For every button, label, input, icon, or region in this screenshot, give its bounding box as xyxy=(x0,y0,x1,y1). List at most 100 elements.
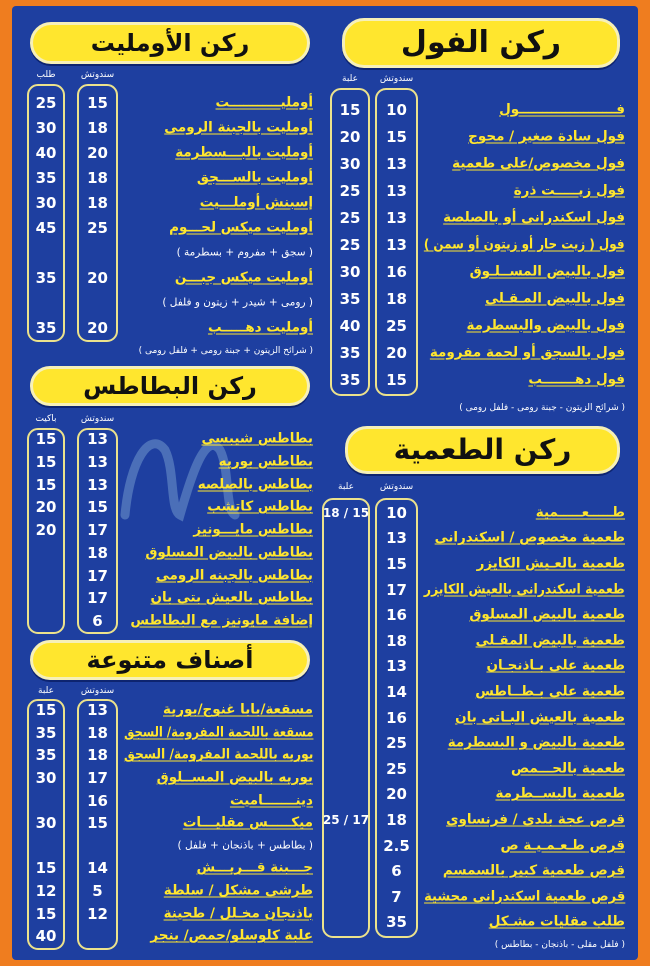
omelet-menu-item[interactable]: إسبنش أوملـــيت 30 18 xyxy=(25,190,313,215)
potatoes-menu-item[interactable]: بطاطس بالبيض المسلوق 18 xyxy=(25,542,313,565)
potatoes-box-price-column xyxy=(27,428,65,634)
omelet-menu-item[interactable]: أومليت بالبـــسطرمة 40 20 xyxy=(25,140,313,165)
item-name: فول ( زيت حار أو زيتون أو سمن ) xyxy=(424,236,625,252)
item-sandwich-price: 15 xyxy=(386,554,407,573)
misc-menu-item[interactable]: علبة كلوسلو/حمص/ بنجر 40 xyxy=(25,925,313,948)
item-sandwich-price: 13 xyxy=(386,657,407,676)
misc-menu-item[interactable]: باذنجان مخـلل / طحينة 15 12 xyxy=(25,902,313,925)
ful-menu-item[interactable]: فول ( زيت حار أو زيتون أو سمن ) 25 13 xyxy=(330,231,625,258)
potatoes-menu-item[interactable]: بطاطس مايـــونيز 20 17 xyxy=(25,519,313,542)
misc-menu-item[interactable]: بوريه بالبيض المســلوق 30 17 xyxy=(25,767,313,790)
omelet-menu-item[interactable]: ( سجق + مفروم + بسطرمة ) xyxy=(25,240,313,265)
potatoes-menu-item[interactable]: بطاطس شيبسى 15 13 xyxy=(25,428,313,451)
item-name: أومليت ميكس لحـــوم xyxy=(169,219,313,235)
item-sandwich-price: 18 xyxy=(87,168,108,187)
taameya-menu-item[interactable]: طعمية بالبســطرمة 20 xyxy=(330,782,625,808)
ful-menu-item[interactable]: فول اسكندرانى أو بالصلصة 25 13 xyxy=(330,204,625,231)
misc-menu-item[interactable]: ميكـــــس مقليـــات 30 15 xyxy=(25,812,313,835)
taameya-menu-item[interactable]: طلب مقليات مشـكل 35 xyxy=(330,910,625,936)
ful-menu-item[interactable]: فول بالبيض المســلـوق 30 16 xyxy=(330,258,625,285)
taameya-menu-item[interactable]: طـــــعـــــمية 18 / 15 10 xyxy=(323,500,625,526)
item-sandwich-price: 15 xyxy=(386,370,407,389)
item-sandwich-price: 18 xyxy=(87,193,108,212)
taameya-menu-item[interactable]: قرص عجة بلدى / فرنساوى 25 / 17 18 xyxy=(323,807,625,833)
misc-menu-item[interactable]: بوريه باللحمة المفرومة/ السجق 35 18 xyxy=(25,744,313,767)
taameya-menu-item[interactable]: قرص طعمية اسكندرانى محشية 7 xyxy=(330,884,625,910)
item-name: طـــــعـــــمية xyxy=(535,504,625,521)
ful-menu-item[interactable]: فول سادة صغير / محوج 20 15 xyxy=(330,123,625,150)
item-box-price: 12 xyxy=(35,882,57,901)
misc-menu-item[interactable]: مسقعة باللحمة المفرومة/ السجق 35 18 xyxy=(25,722,313,745)
misc-menu-item[interactable]: جـــبنة قـــريـــش 15 14 xyxy=(25,857,313,880)
item-sandwich-price: 7 xyxy=(391,887,402,906)
misc-menu-item[interactable]: ( بطاطس + باذنجان + فلفل ) xyxy=(25,835,313,858)
ful-menu-item[interactable]: فول مخصوص/على طعمية 30 13 xyxy=(330,150,625,177)
item-sandwich-price: 20 xyxy=(87,143,108,162)
taameya-menu-item[interactable]: طعمية على بـطــاطس 14 xyxy=(330,679,625,705)
item-sandwich-price: 10 xyxy=(386,503,407,522)
item-sandwich-price: 17 xyxy=(87,521,108,540)
taameya-menu-item[interactable]: طعمية بالعـيش الكايزر 15 xyxy=(330,551,625,577)
misc-section-title: أصناف متنوعة xyxy=(30,640,310,680)
item-name: علبة كلوسلو/حمص/ بنجر xyxy=(150,927,313,944)
item-sandwich-price: 25 xyxy=(386,734,407,753)
item-name: فـــــــــــــــــــــول xyxy=(499,101,625,117)
item-sandwich-price: 17 xyxy=(386,580,407,599)
misc-menu-item[interactable]: دينـــــــاميت 16 xyxy=(25,789,313,812)
taameya-sandwich-price-column xyxy=(375,498,418,938)
potatoes-menu-item[interactable]: إضافة مايونيز مع البطاطس 6 xyxy=(25,610,313,633)
potatoes-menu-item[interactable]: بطاطس بوريه 15 13 xyxy=(25,451,313,474)
omelet-menu-item[interactable]: أومليت ميكس لحـــوم 45 25 xyxy=(25,215,313,240)
item-name: فول زيـــــت ذرة xyxy=(513,182,625,198)
misc-menu-item[interactable]: مسقعة/بابا غنوج/بورية 15 13 xyxy=(25,699,313,722)
potatoes-menu-item[interactable]: بطاطس كاتشب 20 15 xyxy=(25,496,313,519)
item-name: أومليت بالســـجق xyxy=(196,169,313,185)
item-name: فول بالبيض والبسطرمة xyxy=(466,317,626,333)
potatoes-menu-item[interactable]: بطاطس بالعيش بتى بان 17 xyxy=(25,587,313,610)
taameya-footnote: ( فلفل مقلى - باذنجان - بطاطس ) xyxy=(494,940,625,950)
omelet-menu-item[interactable]: أومليت بالجبنة الرومى 30 18 xyxy=(25,115,313,140)
taameya-menu-item[interactable]: قرص طـعـمـيـة ص 2.5 xyxy=(330,833,625,859)
taameya-menu-item[interactable]: طعمية اسكندرانى بالعيش الكايزر 17 xyxy=(330,577,625,603)
item-box-price: 45 xyxy=(35,218,57,237)
taameya-menu-item[interactable]: طعمية بالبيض و البسطرمة 25 xyxy=(330,730,625,756)
taameya-menu-item[interactable]: طعمية على بـاذنجـان 13 xyxy=(330,654,625,680)
ful-menu-item[interactable]: فول بالسجق أو لحمة مفرومة 35 20 xyxy=(330,339,625,366)
ful-menu-item[interactable]: فـــــــــــــــــــــول 15 10 xyxy=(330,96,625,123)
taameya-menu-item[interactable]: طعمية بالبيض المقـلى 18 xyxy=(330,628,625,654)
item-name: طرشى مشكل / سلطة xyxy=(163,882,313,899)
item-box-price: 25 / 17 xyxy=(322,812,370,827)
ful-footnote: ( شرائح الزيتون - جبنة رومى - فلفل رومى … xyxy=(459,403,625,413)
taameya-menu-item[interactable]: طعمية بالعيش البـاتى بان 16 xyxy=(330,705,625,731)
ful-menu-item[interactable]: فول دهـــــــب 35 15 xyxy=(330,366,625,393)
item-box-price: 40 xyxy=(339,316,361,335)
omelet-box-price-column xyxy=(27,84,65,342)
ful-sandwich-price-column xyxy=(375,88,418,396)
item-sandwich-price: 5 xyxy=(92,882,103,901)
omelet-col-box-label: طلب xyxy=(36,70,56,80)
omelet-menu-item[interactable]: أومليت بالســـجق 35 18 xyxy=(25,165,313,190)
taameya-menu-item[interactable]: طعمية بالبيض المسلوق 16 xyxy=(330,602,625,628)
ful-menu-item[interactable]: فول بالبيض المـقـلى 35 18 xyxy=(330,285,625,312)
item-name: بطاطس بالجبنه الرومى xyxy=(155,567,313,584)
item-box-price: 25 xyxy=(339,181,361,200)
ful-menu-item[interactable]: فول بالبيض والبسطرمة 40 25 xyxy=(330,312,625,339)
item-name: جـــبنة قـــريـــش xyxy=(196,859,313,876)
item-name: بطاطس شيبسى xyxy=(201,430,313,447)
omelet-menu-item[interactable]: أومليت دهـــــب 35 20 xyxy=(25,315,313,340)
taameya-menu-item[interactable]: طعمية مخصوص / اسكندرانى 13 xyxy=(330,526,625,552)
taameya-menu-item[interactable]: طعمية بالحـــمص 25 xyxy=(330,756,625,782)
ful-menu-item[interactable]: فول زيـــــت ذرة 25 13 xyxy=(330,177,625,204)
item-box-price: 18 / 15 xyxy=(322,505,370,520)
omelet-menu-item[interactable]: أومليت ميكس جبـــن 35 20 xyxy=(25,265,313,290)
taameya-menu-item[interactable]: قرص طعمية كبير بالسمسم 6 xyxy=(330,858,625,884)
misc-menu-item[interactable]: طرشى مشكل / سلطة 12 5 xyxy=(25,880,313,903)
item-sandwich-price: 18 xyxy=(87,543,108,562)
ful-col-sandwich-label: سندوتش xyxy=(379,74,414,84)
omelet-menu-item[interactable]: ( رومى + شيدر + زيتون و فلفل ) xyxy=(25,290,313,315)
item-sandwich-price: 17 xyxy=(87,566,108,585)
potatoes-menu-item[interactable]: بطاطس بالصلصه 15 13 xyxy=(25,473,313,496)
potatoes-menu-item[interactable]: بطاطس بالجبنه الرومى 17 xyxy=(25,564,313,587)
omelet-menu-item[interactable]: أومليـــــــــــت 25 15 xyxy=(25,90,313,115)
potatoes-section: ركن البطاطس باكيت سندوتش بطاطس شيبسى 15 13 بطا… xyxy=(25,0,313,966)
